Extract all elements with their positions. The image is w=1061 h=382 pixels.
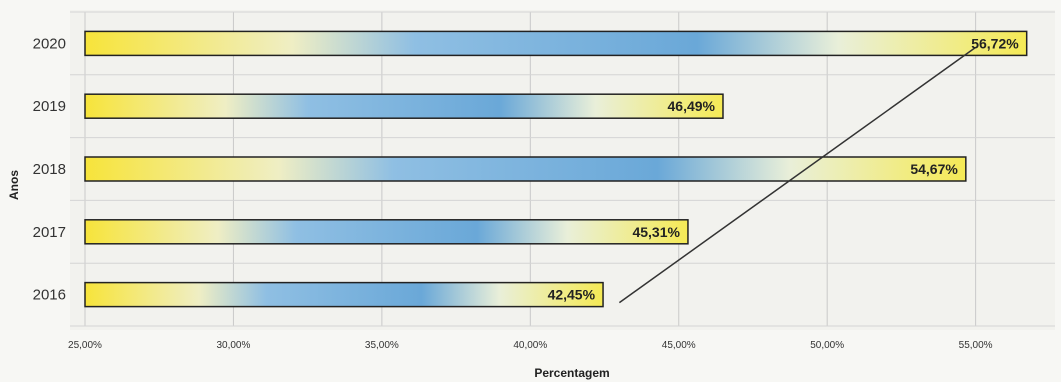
data-label: 54,67% [910,161,958,177]
grid [70,11,1055,327]
x-tick-label: 35,00% [365,340,399,351]
bars [84,30,1028,308]
y-tick-label: 2019 [33,98,66,115]
bar [84,281,604,308]
data-label: 46,49% [668,98,716,114]
labels: 56,72% 46,49% 54,67% 45,31% 42,45% [548,35,1020,302]
bar [84,219,689,245]
y-tick-labels: 2020 2019 2018 2017 2016 [33,35,66,303]
data-label: 45,31% [632,224,680,240]
y-tick-label: 2018 [33,161,66,178]
x-axis-title: Percentagem [534,366,609,380]
data-label: 56,72% [971,35,1019,51]
x-tick-labels: 25,00% 30,00% 35,00% 40,00% 45,00% 50,00% 55,0… [68,340,993,351]
y-tick-label: 2016 [33,287,66,304]
x-tick-label: 25,00% [68,340,102,351]
bar [84,156,967,182]
bar [84,93,724,119]
x-tick-label: 55,00% [959,340,993,351]
y-axis-title: Anos [7,170,21,200]
x-tick-label: 45,00% [662,340,696,351]
bar [84,30,1028,57]
y-tick-label: 2020 [33,35,66,52]
trendline [618,46,977,304]
data-label: 42,45% [548,287,596,303]
x-tick-label: 40,00% [513,340,547,351]
y-tick-label: 2017 [33,224,66,241]
x-tick-label: 30,00% [216,340,250,351]
x-tick-label: 50,00% [810,340,844,351]
